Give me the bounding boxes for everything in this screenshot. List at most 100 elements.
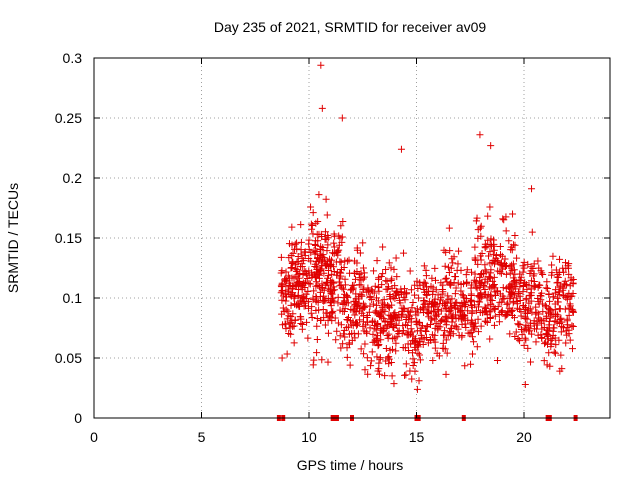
data-point [288,260,296,268]
data-point [474,260,482,268]
data-point [328,317,336,325]
data-point [316,250,324,258]
data-point [291,292,299,300]
data-point [545,290,553,298]
data-point [535,310,543,318]
data-point [371,318,379,326]
data-point [552,341,560,349]
data-point [517,277,525,285]
data-point [319,256,327,264]
data-point [502,285,510,293]
data-point [441,301,449,309]
data-point [278,287,286,295]
data-point [492,254,500,262]
data-point [443,349,451,357]
data-point [309,209,317,217]
data-point [552,349,560,357]
data-point [300,257,308,265]
data-point [388,345,396,353]
data-point [382,285,390,293]
data-point [520,327,528,335]
data-point [428,300,436,308]
data-point [341,305,349,313]
data-point [485,273,493,281]
data-point [405,313,413,321]
data-point [340,264,348,272]
data-point [545,349,553,357]
data-point [466,329,474,337]
data-point [469,323,477,331]
data-point [320,292,328,300]
data-point [474,328,482,336]
data-point [280,308,288,316]
data-point [399,343,407,351]
data-point [363,312,371,320]
data-point [521,279,529,287]
data-point [352,319,360,327]
data-point [404,340,412,348]
data-point [439,290,447,298]
data-point [277,253,285,261]
data-point [474,315,482,323]
data-point [295,277,303,285]
data-point [476,273,484,281]
data-point [297,246,305,254]
data-point [357,345,365,353]
data-point [359,322,367,330]
data-point [315,274,323,282]
data-point [284,286,292,294]
data-point [490,260,498,268]
data-point [445,224,453,232]
data-point [337,269,345,277]
data-point [324,329,332,337]
data-point [379,243,387,251]
data-point [348,285,356,293]
data-point [472,283,480,291]
data-point [503,300,511,308]
data-point [461,302,469,310]
data-point [421,279,429,287]
data-point [350,329,358,337]
data-point [277,289,285,297]
data-point [290,339,298,347]
data-point [522,336,530,344]
data-point [462,301,470,309]
data-point [544,331,552,339]
data-point [561,277,569,285]
data-point [341,290,349,298]
data-point [521,315,529,323]
data-point [521,381,529,389]
data-point [411,291,419,299]
data-point [497,308,505,316]
data-point [461,316,469,324]
data-point [526,319,534,327]
data-point [541,340,549,348]
data-point [568,305,576,313]
x-tick-label: 5 [198,429,206,445]
data-point [301,283,309,291]
data-point [326,260,334,268]
data-point [335,278,343,286]
data-point [326,299,334,307]
data-point [327,279,335,287]
data-point [423,322,431,330]
data-point [528,185,536,193]
data-point [454,279,462,287]
y-tick-label: 0.3 [63,50,83,66]
data-point [442,274,450,282]
data-point [424,287,432,295]
data-point [565,330,573,338]
data-point [330,243,338,251]
data-point [568,345,576,353]
data-point [466,298,474,306]
data-point [368,348,376,356]
data-point [377,273,385,281]
data-point [425,313,433,321]
data-point [468,268,476,276]
data-point [427,321,435,329]
data-point [496,290,504,298]
data-point [403,331,411,339]
data-point [423,323,431,331]
data-point [479,270,487,278]
